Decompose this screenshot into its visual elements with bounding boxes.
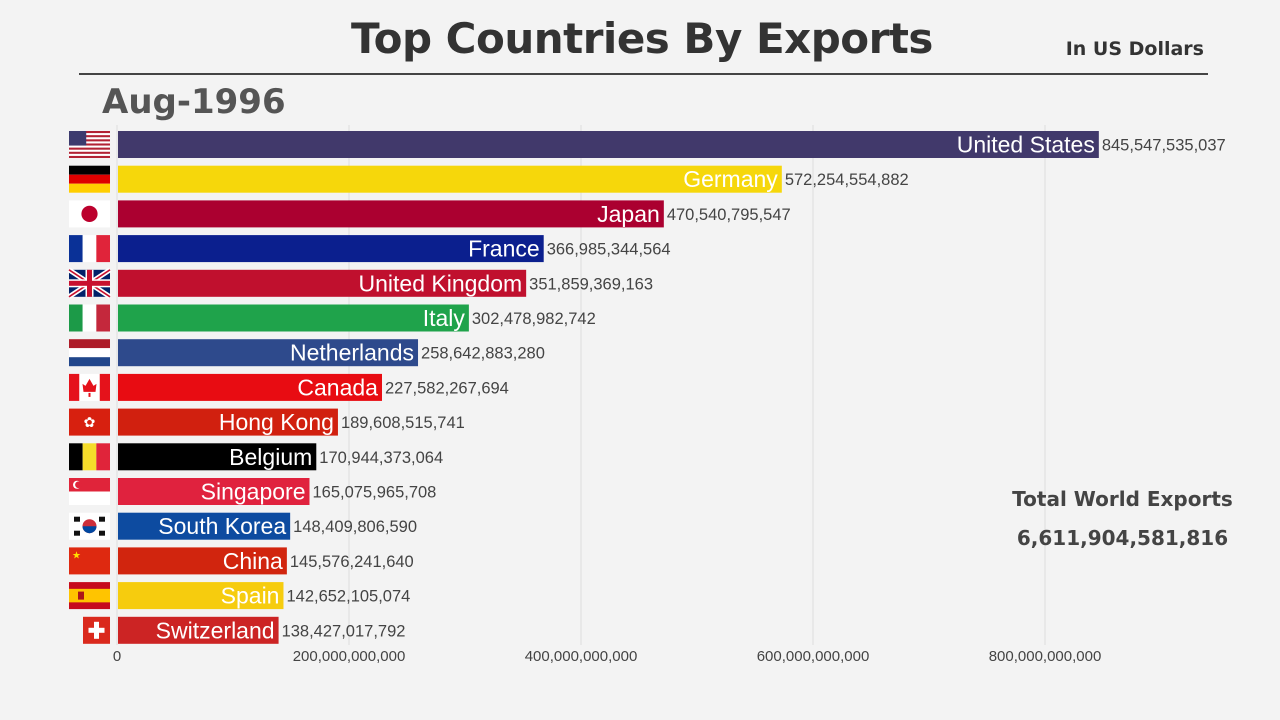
bar-row-hong-kong: ✿ Hong Kong 189,608,515,741 — [69, 408, 465, 436]
bar-value-label: 258,642,883,280 — [421, 345, 545, 363]
bar — [118, 512, 291, 540]
bar-country-label: France — [468, 236, 540, 262]
bar-country-label: Canada — [297, 374, 378, 400]
chart-title: Top Countries By Exports — [351, 14, 933, 63]
bar-row-japan: Japan 470,540,795,547 — [69, 200, 791, 228]
bar-value-label: 170,944,373,064 — [319, 449, 443, 467]
bar-value-label: 148,409,806,590 — [293, 518, 417, 536]
x-tick-label: 200,000,000,000 — [293, 648, 406, 665]
bar-country-label: China — [223, 548, 283, 574]
bar-country-label: Spain — [221, 583, 280, 609]
flag-sg-icon — [69, 478, 110, 505]
bar-country-label: United Kingdom — [359, 270, 523, 296]
bar-value-label: 351,859,369,163 — [529, 275, 653, 293]
title-divider — [79, 73, 1208, 75]
bar — [118, 616, 279, 644]
svg-text:✿: ✿ — [84, 414, 96, 430]
x-tick-label: 600,000,000,000 — [757, 648, 870, 665]
bar-country-label: Netherlands — [290, 340, 414, 366]
bar-row-canada: Canada 227,582,267,694 — [69, 373, 509, 401]
bar-value-label: 470,540,795,547 — [667, 206, 791, 224]
bar-row-singapore: Singapore 165,075,965,708 — [69, 478, 436, 505]
unit-label: In US Dollars — [1065, 38, 1204, 60]
bar-row-france: France 366,985,344,564 — [69, 235, 671, 263]
bar-row-south-korea: South Korea 148,409,806,590 — [69, 512, 417, 540]
flag-kr-icon — [69, 512, 110, 540]
bar-country-label: Singapore — [201, 479, 306, 505]
bar — [118, 408, 338, 436]
x-tick-label: 400,000,000,000 — [525, 648, 638, 665]
bar-country-label: Hong Kong — [219, 409, 334, 435]
bar — [118, 339, 419, 367]
flag-ch-icon — [83, 616, 110, 644]
svg-text:★: ★ — [72, 550, 81, 561]
bar — [118, 478, 310, 505]
bar — [118, 304, 469, 332]
x-tick-label: 800,000,000,000 — [989, 648, 1102, 665]
flag-jp-icon — [69, 200, 110, 228]
bar-value-label: 845,547,535,037 — [1102, 137, 1226, 155]
flag-us-icon — [69, 131, 110, 158]
bar-value-label: 145,576,241,640 — [290, 553, 414, 571]
bar — [118, 165, 782, 193]
flag-gb-icon — [67, 267, 112, 299]
flag-ca-icon — [69, 373, 110, 401]
date-label: Aug-1996 — [102, 82, 286, 122]
flag-fr-icon — [69, 235, 110, 263]
bar-row-germany: Germany 572,254,554,882 — [69, 165, 909, 193]
bar-row-belgium: Belgium 170,944,373,064 — [69, 443, 443, 471]
bar-row-china: ★ China 145,576,241,640 — [69, 547, 414, 575]
bar — [118, 269, 527, 297]
flag-es-icon — [69, 582, 110, 610]
bar-value-label: 189,608,515,741 — [341, 414, 465, 432]
bar-row-spain: Spain 142,652,105,074 — [69, 582, 410, 610]
flag-be-icon — [69, 443, 110, 471]
bar-country-label: Belgium — [229, 444, 312, 470]
bar-value-label: 572,254,554,882 — [785, 171, 909, 189]
flag-de-icon — [69, 165, 110, 193]
bar — [118, 131, 1099, 158]
bar-value-label: 302,478,982,742 — [472, 310, 596, 328]
bar-value-label: 227,582,267,694 — [385, 379, 509, 397]
bar-country-label: Italy — [423, 305, 466, 331]
bar-row-italy: Italy 302,478,982,742 — [69, 304, 596, 332]
bar — [118, 200, 664, 228]
bar-value-label: 165,075,965,708 — [312, 484, 436, 502]
flag-it-icon — [69, 304, 110, 332]
bar-value-label: 142,652,105,074 — [286, 588, 410, 606]
bar — [118, 443, 317, 471]
bar-country-label: United States — [957, 132, 1095, 158]
x-tick-label: 0 — [113, 648, 121, 665]
bar — [118, 582, 284, 610]
flag-hk-icon: ✿ — [69, 408, 110, 436]
bar — [118, 373, 382, 401]
bar-row-united-states: United States 845,547,535,037 — [69, 131, 1226, 158]
bar — [118, 235, 544, 263]
flag-nl-icon — [69, 339, 110, 367]
bar — [118, 547, 287, 575]
bar-country-label: Switzerland — [156, 617, 275, 643]
bar-country-label: Japan — [597, 201, 660, 227]
bar-value-label: 366,985,344,564 — [547, 241, 671, 259]
total-exports-label: Total World Exports — [1012, 487, 1233, 511]
bar-value-label: 138,427,017,792 — [282, 622, 406, 640]
bar-row-netherlands: Netherlands 258,642,883,280 — [69, 339, 545, 367]
bar-row-switzerland: Switzerland 138,427,017,792 — [83, 616, 406, 644]
bar-country-label: Germany — [683, 166, 778, 192]
bar-country-label: South Korea — [158, 513, 286, 539]
flag-cn-icon: ★ — [69, 547, 110, 575]
total-exports-value: 6,611,904,581,816 — [1016, 526, 1229, 550]
bar-row-united-kingdom: United Kingdom 351,859,369,163 — [67, 267, 653, 299]
